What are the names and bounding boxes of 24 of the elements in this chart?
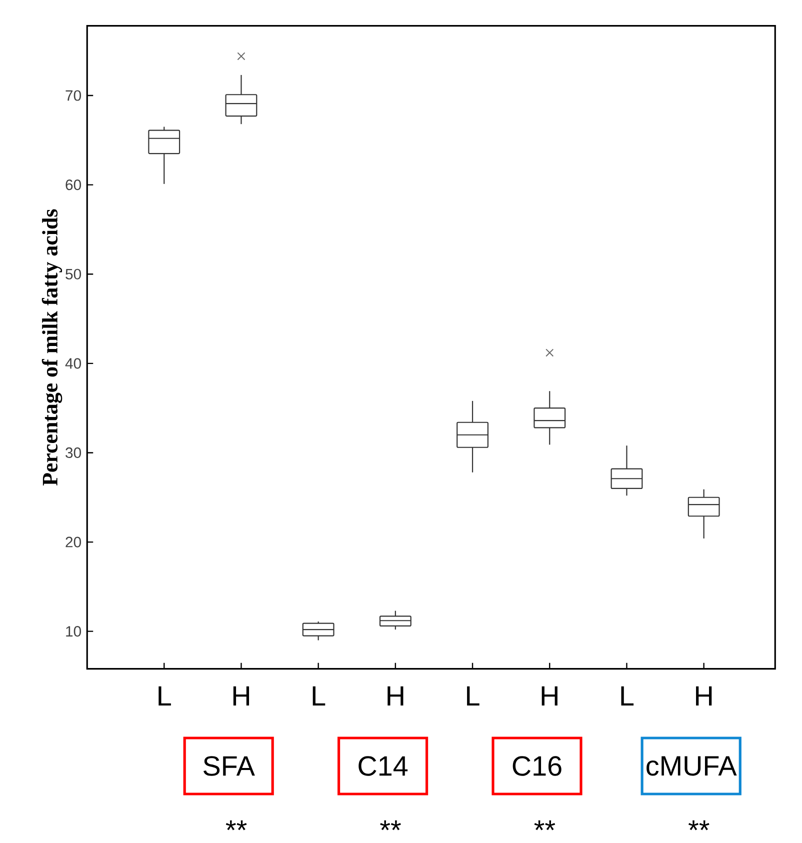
y-tick-label: 50 <box>66 268 82 280</box>
text: ** <box>688 820 710 830</box>
text: cMUFA <box>646 756 737 776</box>
y-axis-title: Percentage of milk fatty acids <box>42 209 62 486</box>
text: ** <box>226 820 247 830</box>
text: C14 <box>358 756 408 776</box>
x-tick-label: L <box>621 686 634 706</box>
text: SFA <box>204 756 255 776</box>
text: C16 <box>512 756 562 776</box>
y-tick-label: 10 <box>66 626 82 637</box>
y-tick-label: 20 <box>66 536 82 548</box>
x-tick-label: H <box>696 686 712 706</box>
x-tick-label: H <box>542 686 558 706</box>
text: ** <box>534 820 556 830</box>
y-tick-label: 70 <box>66 90 82 101</box>
y-tick-label: 30 <box>66 447 82 458</box>
y-tick-label: 40 <box>65 358 82 369</box>
x-tick-label: L <box>312 686 326 706</box>
y-tick-label: 60 <box>66 180 82 190</box>
x-tick-label: H <box>388 686 404 706</box>
x-tick-label: H <box>233 686 250 706</box>
text: ** <box>380 820 401 830</box>
x-tick-label: L <box>158 686 171 706</box>
x-tick-label: L <box>467 686 480 706</box>
